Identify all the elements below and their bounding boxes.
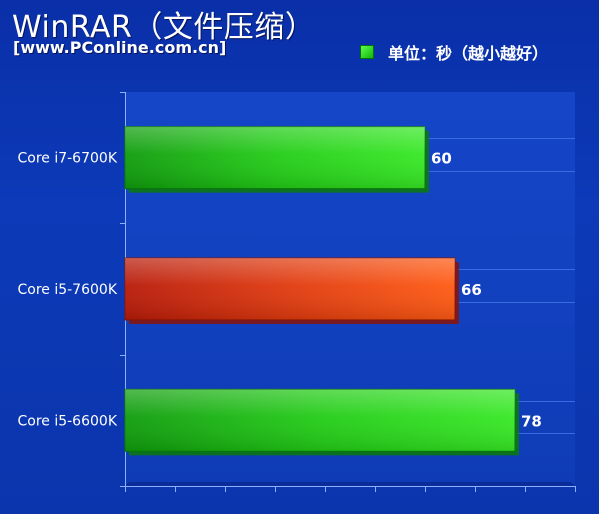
category-label: Core i5-7600K (17, 282, 117, 298)
chart-source: [www.PConline.com.cn] (13, 38, 227, 57)
data-label: 78 (521, 412, 542, 430)
chart-title: WinRAR（文件压缩） (12, 10, 316, 45)
data-label: 60 (431, 150, 452, 168)
bar-gloss (125, 389, 515, 452)
legend: 单位：秒（越小越好） (360, 40, 548, 64)
data-label: 66 (461, 281, 482, 299)
category-label: Core i5-6600K (17, 413, 117, 429)
bar-gloss (125, 258, 455, 320)
bar-gloss (125, 126, 425, 189)
plot-floor (125, 482, 575, 486)
legend-swatch (360, 45, 374, 59)
legend-label: 单位：秒（越小越好） (388, 44, 549, 63)
category-label: Core i7-6700K (17, 151, 117, 167)
